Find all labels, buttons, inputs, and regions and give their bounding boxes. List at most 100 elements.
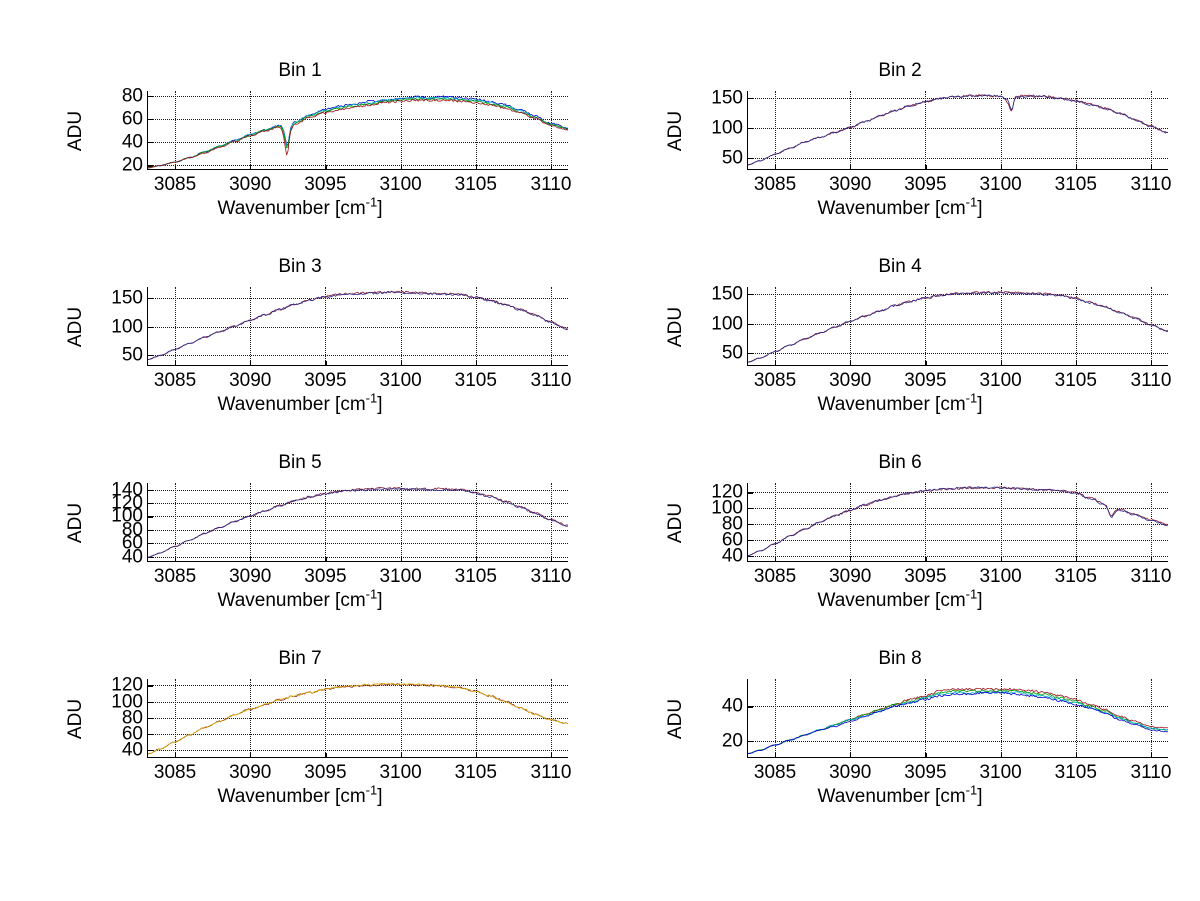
- y-gridline: [148, 326, 568, 328]
- x-axis-label-text: Wavenumber [cm: [217, 590, 366, 611]
- x-gridline: [550, 91, 552, 169]
- y-tick-mark: [147, 326, 153, 328]
- y-gridline: [748, 353, 1168, 355]
- x-axis-label-bracket: ]: [977, 590, 983, 611]
- y-tick-mark: [747, 323, 753, 325]
- y-gridline: [148, 733, 568, 735]
- y-tick-label: 50: [121, 344, 143, 366]
- y-tick-label: 100: [111, 691, 143, 713]
- y-gridline: [748, 492, 1168, 494]
- subplot-panel-8: Bin 8 3085 3090 3095 3100 3105 3110 20 40 ADU Wave…: [600, 646, 1200, 842]
- x-tick-mark: [550, 164, 553, 170]
- trace-blue: [148, 292, 568, 360]
- y-tick-label: 100: [111, 316, 143, 337]
- y-gridline: [748, 98, 1168, 100]
- x-tick-mark: [925, 164, 927, 170]
- y-tick-label: 80: [121, 519, 143, 541]
- x-gridline: [1000, 483, 1002, 561]
- y-tick-mark: [147, 516, 153, 518]
- x-tick-label: 3090: [829, 566, 872, 587]
- y-tick-label: 40: [721, 695, 743, 717]
- x-tick-mark: [250, 752, 252, 758]
- x-tick-label: 3100: [979, 566, 1022, 587]
- x-gridline: [175, 483, 177, 561]
- y-tick-label: 140: [111, 479, 143, 501]
- trace-red: [148, 684, 568, 754]
- x-tick-mark: [250, 360, 252, 366]
- y-tick-label: 40: [721, 545, 743, 567]
- trace-green: [748, 690, 1168, 754]
- subplot-title-4: Bin 4: [878, 256, 922, 277]
- subplot-title-1: Bin 1: [278, 60, 322, 81]
- y-gridline: [148, 354, 568, 356]
- y-tick-label: 40: [121, 546, 143, 568]
- y-tick-label: 80: [121, 707, 143, 729]
- y-gridline: [148, 543, 568, 545]
- y-tick-mark: [747, 524, 753, 526]
- x-axis-label-bracket: ]: [977, 198, 983, 219]
- x-axis-label-bracket: ]: [377, 786, 383, 807]
- x-tick-label: 3100: [379, 370, 422, 391]
- x-gridline: [925, 679, 927, 757]
- x-axis-label-bracket: ]: [977, 394, 983, 415]
- x-gridline: [175, 91, 177, 169]
- x-gridline: [1075, 91, 1077, 169]
- y-tick-label: 60: [121, 108, 143, 130]
- x-tick-label: 3105: [454, 370, 497, 391]
- x-tick-label: 3090: [229, 370, 272, 391]
- x-tick-label: 3085: [753, 762, 797, 783]
- plot-area-2: 3085 3090 3095 3100 3105 3110 50 100 150: [711, 89, 1171, 195]
- x-axis-label-7: Wavenumber [cm-1]: [0, 784, 600, 808]
- x-axis-label-exponent: -1: [965, 194, 978, 210]
- y-tick-mark: [147, 489, 153, 491]
- y-tick-label: 60: [721, 529, 743, 551]
- x-gridline: [925, 287, 927, 365]
- x-tick-label: 3090: [229, 174, 272, 195]
- y-tick-label: 150: [711, 283, 743, 305]
- trace-green: [148, 98, 568, 168]
- y-tick-mark: [747, 128, 753, 130]
- trace-blue: [748, 692, 1168, 754]
- x-axis-label-8: Wavenumber [cm-1]: [600, 784, 1200, 808]
- x-tick-mark: [250, 164, 252, 170]
- x-gridline: [775, 679, 777, 757]
- subplot-title-7: Bin 7: [278, 648, 322, 669]
- trace-red: [748, 487, 1168, 556]
- x-tick-label: 3105: [1054, 174, 1097, 195]
- y-tick-label: 100: [711, 117, 743, 139]
- x-tick-label: 3105: [454, 762, 497, 783]
- y-gridline: [148, 118, 568, 120]
- x-axis-label-text: Wavenumber [cm: [217, 198, 366, 219]
- y-tick-label: 60: [121, 723, 143, 745]
- x-gridline: [325, 483, 327, 561]
- y-gridline: [748, 706, 1168, 708]
- y-gridline: [748, 128, 1168, 130]
- x-tick-label: 3085: [753, 370, 797, 391]
- x-gridline: [475, 91, 477, 169]
- y-tick-label: 100: [111, 505, 143, 527]
- x-tick-mark: [475, 556, 477, 562]
- x-tick-label: 3100: [379, 762, 422, 783]
- y-tick-mark: [747, 294, 753, 296]
- x-axis-label-exponent: -1: [965, 586, 978, 602]
- subplot-panel-6: Bin 6 3085 3090 3095 3100 3105 3110 40 60 80 100 12…: [600, 450, 1200, 646]
- x-tick-mark: [475, 164, 477, 170]
- x-axis-label-exponent: -1: [365, 194, 378, 210]
- y-tick-mark: [747, 555, 753, 557]
- x-tick-mark: [400, 752, 402, 758]
- plot-area-5: 3085 3090 3095 3100 3105 3110 40 60 80 100 120 140: [111, 480, 571, 587]
- x-gridline: [1075, 679, 1077, 757]
- x-tick-mark: [1075, 164, 1077, 170]
- trace-cyan: [748, 692, 1168, 754]
- x-tick-label: 3090: [829, 174, 872, 195]
- y-tick-mark: [147, 749, 153, 752]
- y-tick-mark: [147, 529, 153, 532]
- x-tick-mark: [1075, 752, 1077, 758]
- x-tick-mark: [1075, 556, 1077, 562]
- x-tick-label: 3100: [379, 566, 422, 587]
- x-gridline: [400, 287, 402, 365]
- subplot-panel-7: Bin 7 3085 3090 3095 3100 3105 3110 40 60 80 100 12…: [0, 646, 600, 842]
- subplot-title-6: Bin 6: [878, 452, 922, 473]
- y-tick-label: 80: [121, 85, 143, 107]
